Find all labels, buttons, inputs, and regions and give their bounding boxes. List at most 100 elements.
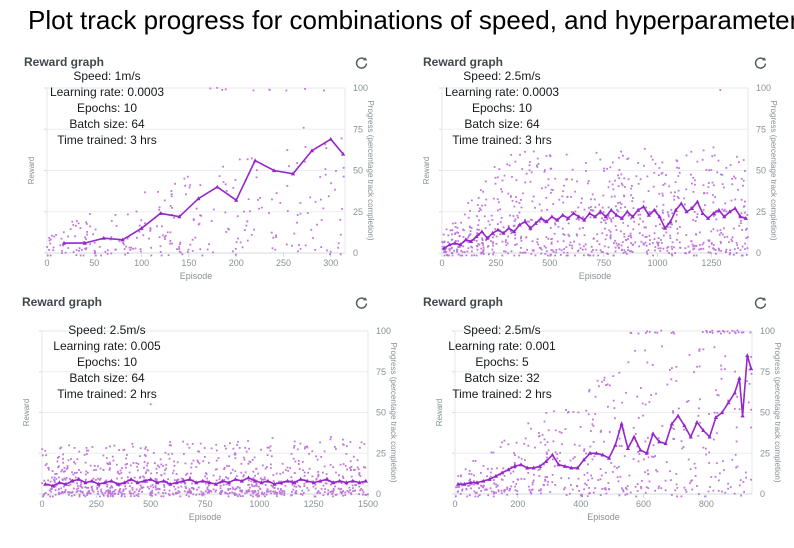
annotation-learning-rate: Learning rate: 0.001 xyxy=(448,339,556,353)
right-axis-title: Progress (percentage track completion) xyxy=(389,342,398,482)
x-axis-tick-label: 500 xyxy=(143,499,158,509)
x-axis-tick-label: 0 xyxy=(44,258,49,268)
refresh-icon xyxy=(355,56,367,69)
x-axis-tick-label: 200 xyxy=(510,499,525,509)
annotation-learning-rate: Learning rate: 0.0003 xyxy=(444,85,560,99)
line-markers xyxy=(61,136,346,245)
average-progress-line xyxy=(61,136,346,245)
left-axis-title: Reward xyxy=(27,157,36,185)
scatter-points xyxy=(46,87,345,257)
annotation-epochs: Epochs: 5 xyxy=(475,355,529,369)
right-axis-tick-label: 100 xyxy=(376,326,391,336)
refresh-button[interactable] xyxy=(751,294,769,312)
hyperparameter-annotation: Speed: 1m/s Learning rate: 0.0003 Epochs… xyxy=(17,68,197,148)
right-axis-tick-label: 50 xyxy=(760,408,770,418)
x-axis-tick-label: 1000 xyxy=(249,499,269,509)
right-axis-tick-label: 25 xyxy=(760,448,770,458)
x-axis-tick-label: 600 xyxy=(636,499,651,509)
right-axis-tick-label: 0 xyxy=(353,248,358,258)
x-axis-tick-label: 500 xyxy=(542,258,557,268)
right-axis-tick-label: 100 xyxy=(353,83,368,93)
average-progress-line xyxy=(43,475,368,488)
x-axis-tick-label: 800 xyxy=(699,499,714,509)
annotation-speed: Speed: 2.5m/s xyxy=(463,323,541,337)
right-axis-tick-label: 25 xyxy=(756,207,766,217)
x-axis-tick-label: 1500 xyxy=(358,499,378,509)
left-axis-title: Reward xyxy=(435,399,444,427)
x-axis-tick-label: 750 xyxy=(197,499,212,509)
annotation-epochs: Epochs: 10 xyxy=(471,101,533,115)
right-axis-tick-label: 75 xyxy=(376,367,386,377)
refresh-button[interactable] xyxy=(352,294,370,312)
right-axis-tick-label: 50 xyxy=(353,166,363,176)
annotation-speed: Speed: 1m/s xyxy=(73,69,141,83)
right-axis-title: Progress (percentage track completion) xyxy=(366,100,375,240)
reward-graph-panel-4: Reward graph 0 25 50 75 100 0 200 400 600 800 Epis… xyxy=(410,289,794,545)
annotation-learning-rate: Learning rate: 0.0003 xyxy=(49,85,165,99)
hyperparameter-annotation: Speed: 2.5m/s Learning rate: 0.001 Epoch… xyxy=(412,322,592,402)
annotation-time-trained: Time trained: 2 hrs xyxy=(452,387,552,401)
average-progress-line xyxy=(456,353,754,486)
hyperparameter-annotation: Speed: 2.5m/s Learning rate: 0.005 Epoch… xyxy=(17,322,197,402)
x-axis-tick-label: 750 xyxy=(596,258,611,268)
annotation-learning-rate: Learning rate: 0.005 xyxy=(53,339,161,353)
x-axis-tick-label: 50 xyxy=(89,258,99,268)
right-axis-tick-label: 50 xyxy=(376,408,386,418)
x-axis-tick-label: 400 xyxy=(573,499,588,509)
scatter-points xyxy=(41,403,369,498)
right-axis-tick-label: 25 xyxy=(353,207,363,217)
annotation-time-trained: Time trained: 3 hrs xyxy=(57,133,157,147)
panel-title: Reward graph xyxy=(423,295,504,309)
x-axis-tick-label: 0 xyxy=(452,499,457,509)
annotation-speed: Speed: 2.5m/s xyxy=(68,323,146,337)
x-axis-tick-label: 250 xyxy=(488,258,503,268)
right-axis-tick-label: 0 xyxy=(376,489,381,499)
reward-graph-panel-3: Reward graph 0 25 50 75 100 0 250 500 750 1000 125… xyxy=(14,289,406,545)
annotation-batch-size: Batch size: 64 xyxy=(69,117,145,131)
annotation-epochs: Epochs: 10 xyxy=(76,355,138,369)
refresh-icon xyxy=(355,296,367,309)
right-axis-tick-label: 100 xyxy=(760,326,775,336)
right-axis-tick-label: 75 xyxy=(353,124,363,134)
x-axis-tick-label: 200 xyxy=(229,258,244,268)
x-axis-tick-label: 250 xyxy=(276,258,291,268)
refresh-button[interactable] xyxy=(352,54,370,72)
right-axis-tick-label: 50 xyxy=(756,166,766,176)
annotation-batch-size: Batch size: 64 xyxy=(464,117,540,131)
annotation-batch-size: Batch size: 32 xyxy=(464,371,540,385)
refresh-button[interactable] xyxy=(751,54,769,72)
right-axis-title: Progress (percentage track completion) xyxy=(769,100,778,240)
x-axis-title: Episode xyxy=(587,512,620,522)
refresh-icon xyxy=(754,56,766,69)
x-axis-tick-label: 150 xyxy=(181,258,196,268)
reward-plot: 0 25 50 75 100 0 200 400 600 800 Episode Reward Prog… xyxy=(435,326,782,522)
panel-title: Reward graph xyxy=(423,55,504,69)
right-axis-tick-label: 0 xyxy=(760,489,765,499)
x-axis-tick-label: 1000 xyxy=(647,258,667,268)
x-axis-title: Episode xyxy=(579,271,612,281)
annotation-speed: Speed: 2.5m/s xyxy=(463,69,541,83)
panel-title: Reward graph xyxy=(24,55,105,69)
x-axis-tick-label: 300 xyxy=(323,258,338,268)
reward-graph-panel-1: Reward graph 0 25 50 75 100 0 50 100 150 200 250 30… xyxy=(14,50,406,292)
x-axis-tick-label: 0 xyxy=(39,499,44,509)
refresh-icon xyxy=(754,296,766,309)
annotation-epochs: Epochs: 10 xyxy=(76,101,138,115)
panel-title: Reward graph xyxy=(22,295,103,309)
x-axis-tick-label: 1250 xyxy=(701,258,721,268)
annotation-time-trained: Time trained: 2 hrs xyxy=(57,387,157,401)
x-axis-tick-label: 1250 xyxy=(304,499,324,509)
right-axis-tick-label: 75 xyxy=(756,124,766,134)
annotation-time-trained: Time trained: 3 hrs xyxy=(452,133,552,147)
x-axis-title: Episode xyxy=(180,271,213,281)
right-axis-tick-label: 75 xyxy=(760,367,770,377)
scatter-points xyxy=(441,89,749,257)
average-progress-line xyxy=(442,199,748,250)
axis-tick-labels: 0 25 50 75 100 0 50 100 150 200 250 300 xyxy=(44,83,368,268)
left-axis-title: Reward xyxy=(422,157,431,185)
x-axis-tick-label: 0 xyxy=(439,258,444,268)
axis-tick-labels: 0 25 50 75 100 0 200 400 600 800 xyxy=(452,326,775,509)
